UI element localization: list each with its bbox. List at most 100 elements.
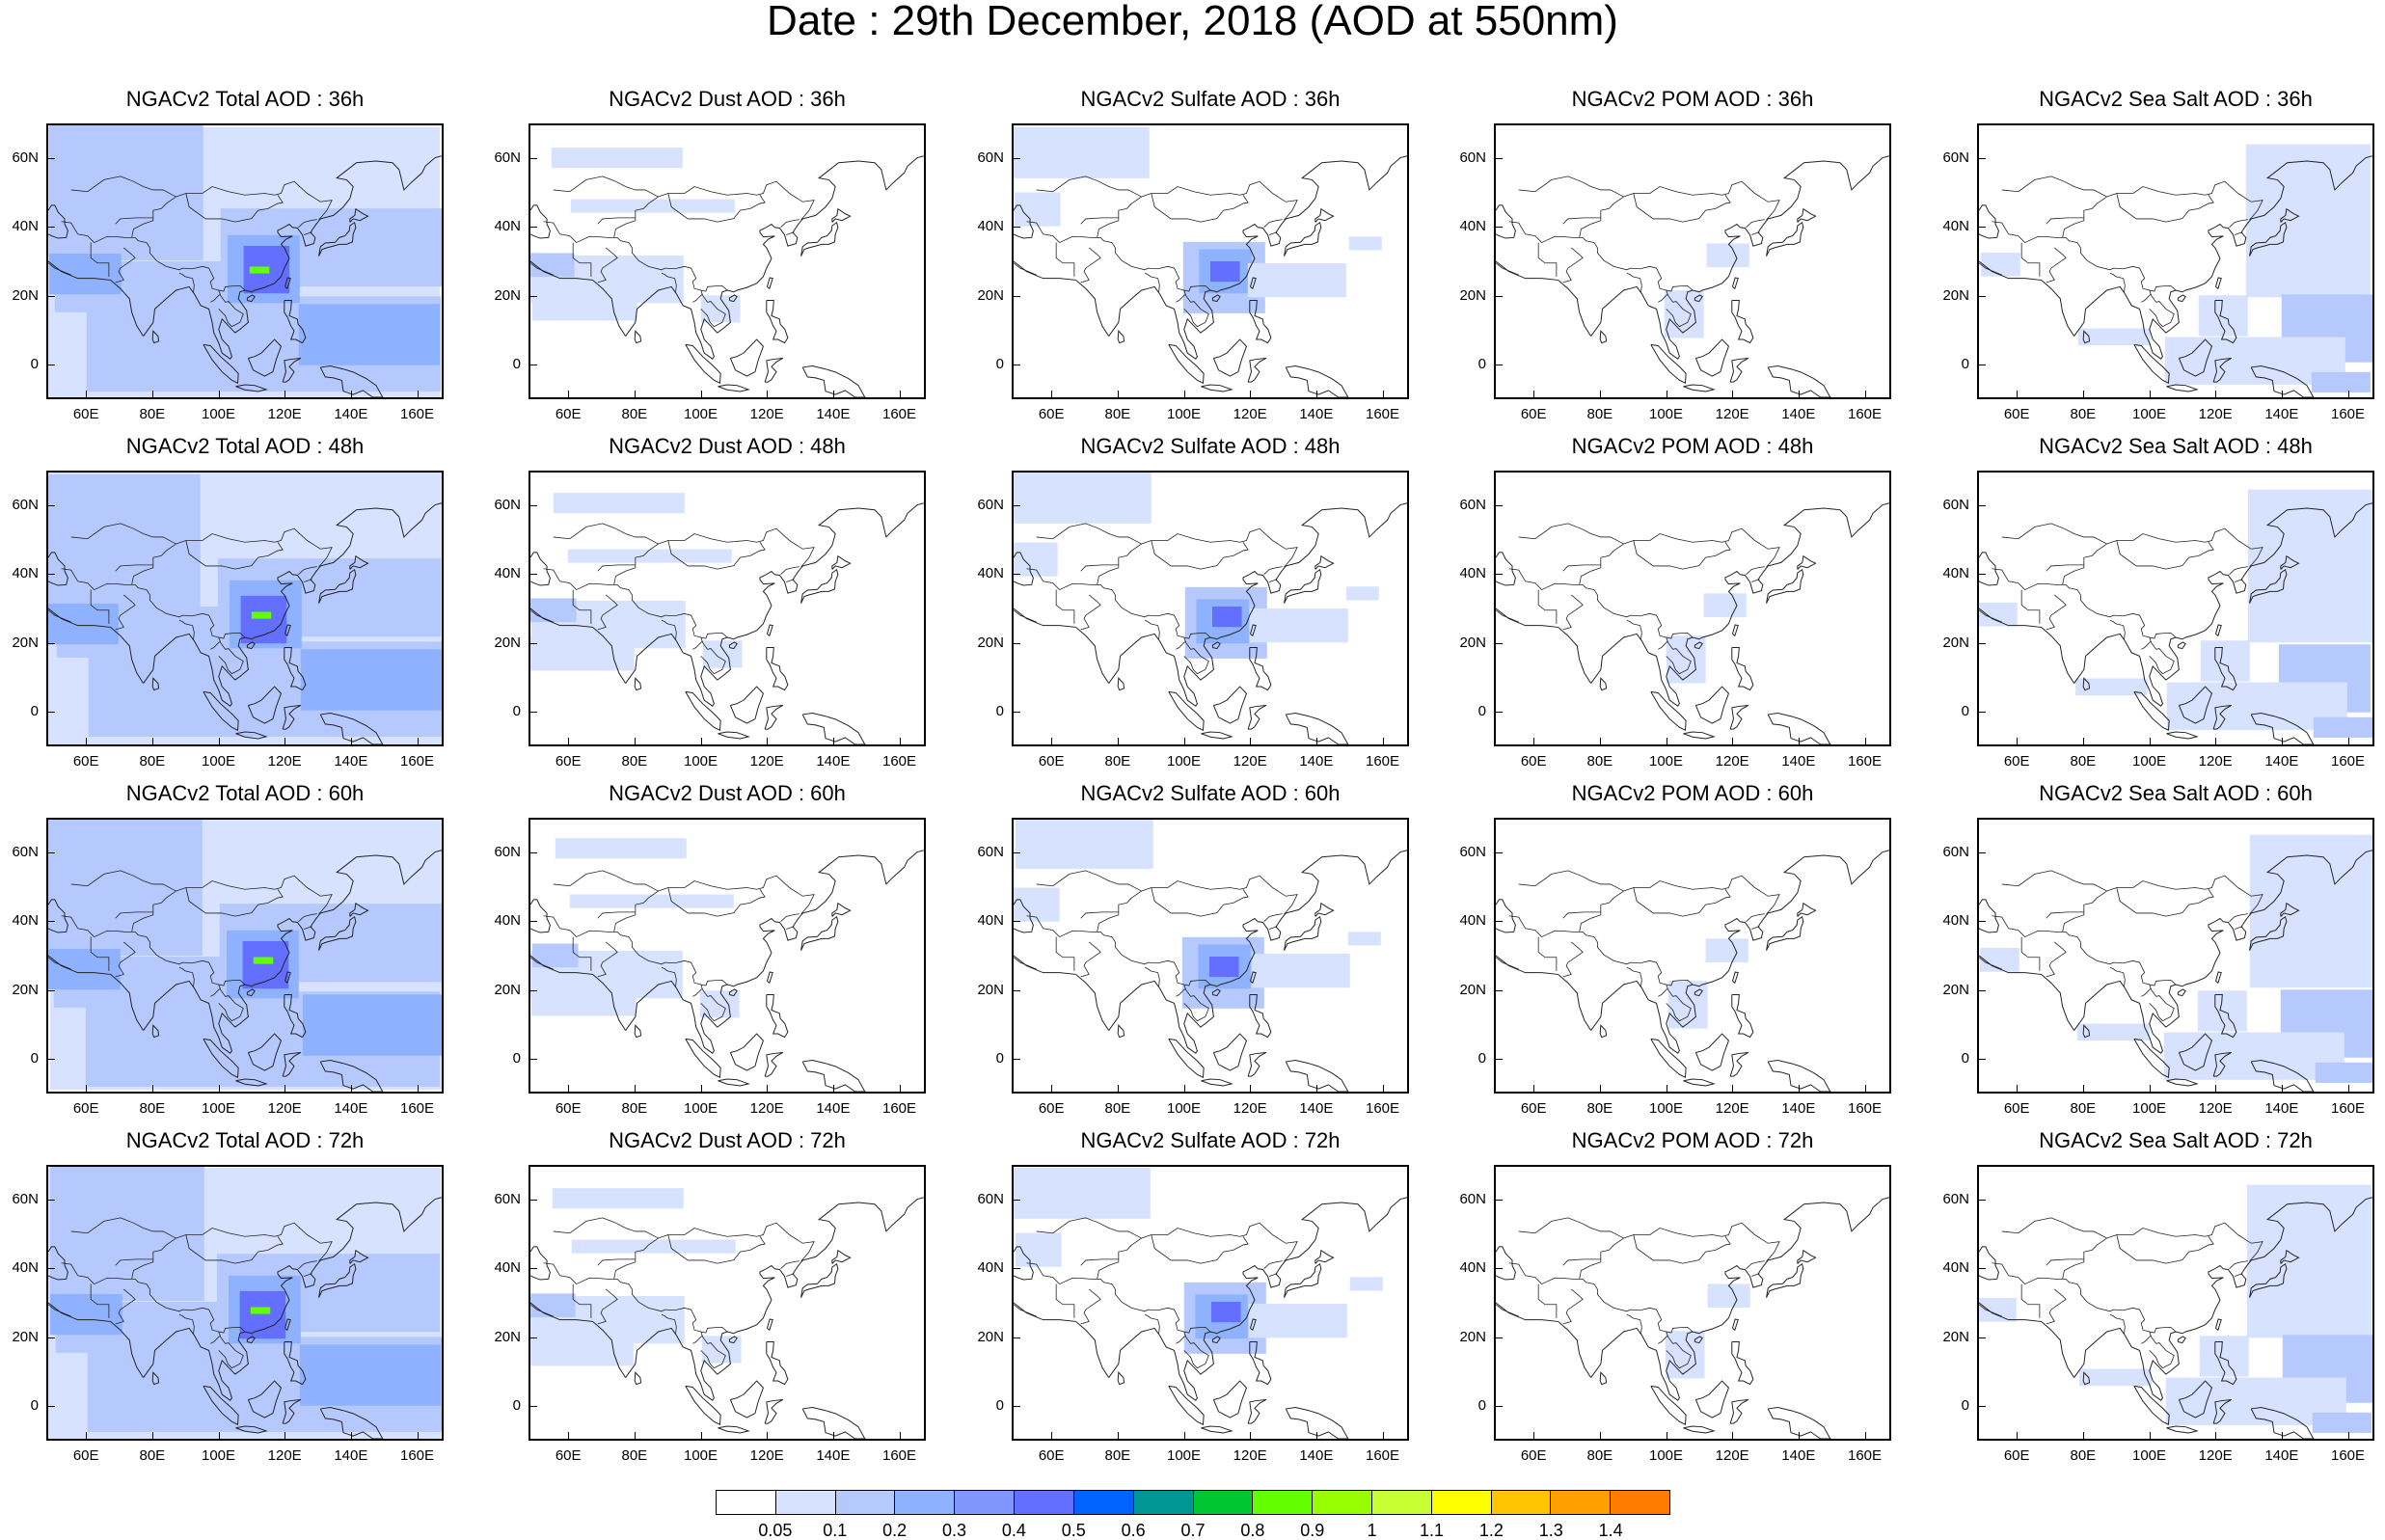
lat-label: 40N (1459, 218, 1486, 235)
aod-map (1014, 1167, 1407, 1439)
lon-label: 140E (334, 1100, 368, 1117)
lat-label: 40N (494, 218, 521, 235)
border-line (1151, 887, 1249, 917)
coastline (728, 988, 738, 997)
coastline (2250, 713, 2315, 744)
border-line (1626, 966, 1642, 986)
lon-label: 100E (1649, 753, 1684, 770)
coastline (247, 1380, 283, 1418)
border-line (1541, 582, 1586, 590)
border-line (1585, 934, 1694, 986)
coastline (2212, 357, 2233, 383)
border-line (1579, 543, 1624, 585)
coastline (1599, 677, 1608, 691)
coastline (285, 624, 291, 637)
lon-label: 80E (621, 406, 648, 422)
coastline (1694, 294, 1703, 303)
lon-label: 80E (2070, 1100, 2097, 1117)
border-line (2229, 1260, 2248, 1270)
lat-tick (530, 851, 537, 853)
border-line (1562, 594, 1584, 631)
lon-tick (218, 391, 220, 397)
map-panel-pom-60h (1494, 818, 1891, 1094)
border-line (1658, 640, 1668, 650)
border-line (661, 966, 677, 986)
lon-tick (417, 1085, 419, 1092)
coastline (1496, 608, 1592, 684)
border-line (1183, 636, 1209, 675)
border-line (90, 242, 110, 277)
lat-label: 0 (1961, 1050, 1969, 1067)
coastline (1694, 686, 1730, 724)
lat-tick (530, 642, 537, 644)
border-line (530, 1304, 554, 1317)
lon-tick (1864, 738, 1866, 744)
coastline (349, 902, 369, 917)
lon-tick (568, 1085, 570, 1092)
lon-label: 120E (749, 406, 784, 422)
colorbar-swatch (1551, 1491, 1612, 1514)
lat-tick (1014, 574, 1020, 576)
lon-label: 80E (1104, 406, 1131, 422)
coastline (2133, 1038, 2170, 1078)
lon-label: 120E (749, 753, 784, 770)
lat-label: 60N (494, 1190, 521, 1207)
border-line (597, 564, 636, 572)
lon-label: 140E (1299, 1447, 1334, 1464)
border-line (1518, 870, 1624, 892)
border-line (2046, 1288, 2067, 1325)
border-line (90, 936, 110, 971)
border-line (597, 594, 618, 631)
aod-map (1979, 1184, 2372, 1439)
coastline (1284, 915, 1322, 951)
coastline (729, 1033, 765, 1071)
lat-tick (1979, 1268, 1986, 1270)
border-line (700, 984, 726, 1022)
coastline (766, 994, 789, 1039)
border-line (658, 875, 815, 914)
coastline (718, 731, 750, 740)
coastline (1285, 713, 1349, 744)
border-line (2116, 887, 2214, 917)
aod-map (530, 148, 924, 397)
coastline (728, 641, 738, 650)
aod-map (530, 493, 924, 744)
coastline (530, 260, 627, 337)
border-line (2062, 1237, 2107, 1280)
coastline (246, 641, 256, 650)
border-line (2001, 523, 2107, 545)
border-line (1562, 911, 1601, 919)
border-line (1979, 1304, 2002, 1317)
lon-label: 120E (1715, 1447, 1749, 1464)
lon-label: 160E (882, 753, 917, 770)
aod-field (2077, 1023, 2150, 1041)
border-line (2046, 594, 2067, 631)
coastline (1683, 731, 1716, 740)
coastline (1212, 338, 1248, 377)
border-line (2020, 1283, 2041, 1318)
lon-label: 100E (1649, 1447, 1684, 1464)
coastline (767, 277, 773, 290)
coastline (2215, 1318, 2222, 1332)
coastline (2082, 330, 2091, 344)
lat-tick (1979, 295, 1986, 297)
lat-label: 40N (494, 1259, 521, 1277)
panel-title: NGACv2 Total AOD : 60h (125, 781, 365, 805)
colorbar-label: 1.1 (1419, 1521, 1445, 1540)
aod-map (1979, 834, 2372, 1092)
lat-label: 60N (1942, 843, 1969, 860)
border-line (620, 934, 728, 986)
colorbar-label: 0.7 (1180, 1521, 1206, 1540)
coastline (1732, 971, 1739, 985)
border-line (185, 540, 284, 570)
coastline (2212, 704, 2233, 730)
coastline (2082, 1371, 2091, 1386)
aod-field (1015, 820, 1153, 869)
aod-field (2246, 1184, 2372, 1338)
coastline (831, 554, 852, 570)
border-line (304, 926, 312, 930)
border-line (2069, 1282, 2177, 1334)
border-line (2046, 941, 2067, 978)
lat-label: 40N (12, 912, 39, 930)
lat-label: 60N (1459, 1190, 1486, 1207)
